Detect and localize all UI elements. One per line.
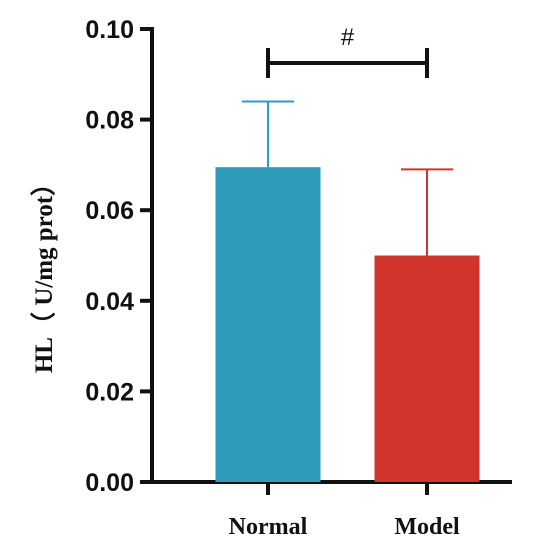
y-tick-label: 0.06 (85, 197, 134, 225)
bars (215, 167, 480, 483)
significance-annotation: # (266, 24, 429, 78)
y-tick-label: 0.02 (85, 378, 134, 406)
y-tick-label: 0.08 (85, 107, 134, 135)
significance-label: # (341, 24, 355, 51)
bar-model (374, 255, 480, 482)
y-tick-label: 0.10 (85, 16, 134, 44)
y-axis-title: HL（ U/mg prot） (29, 171, 58, 373)
x-tick-labels: Normal Model (229, 514, 460, 540)
y-tick-label: 0.04 (85, 288, 134, 316)
error-bars (242, 100, 453, 256)
bar-normal (215, 167, 321, 483)
x-tick-label: Normal (229, 514, 308, 540)
y-tick-labels: 0.00 0.02 0.04 0.06 0.08 0.10 (85, 16, 134, 497)
x-tick-label: Model (394, 514, 460, 540)
y-tick-label: 0.00 (85, 469, 134, 497)
